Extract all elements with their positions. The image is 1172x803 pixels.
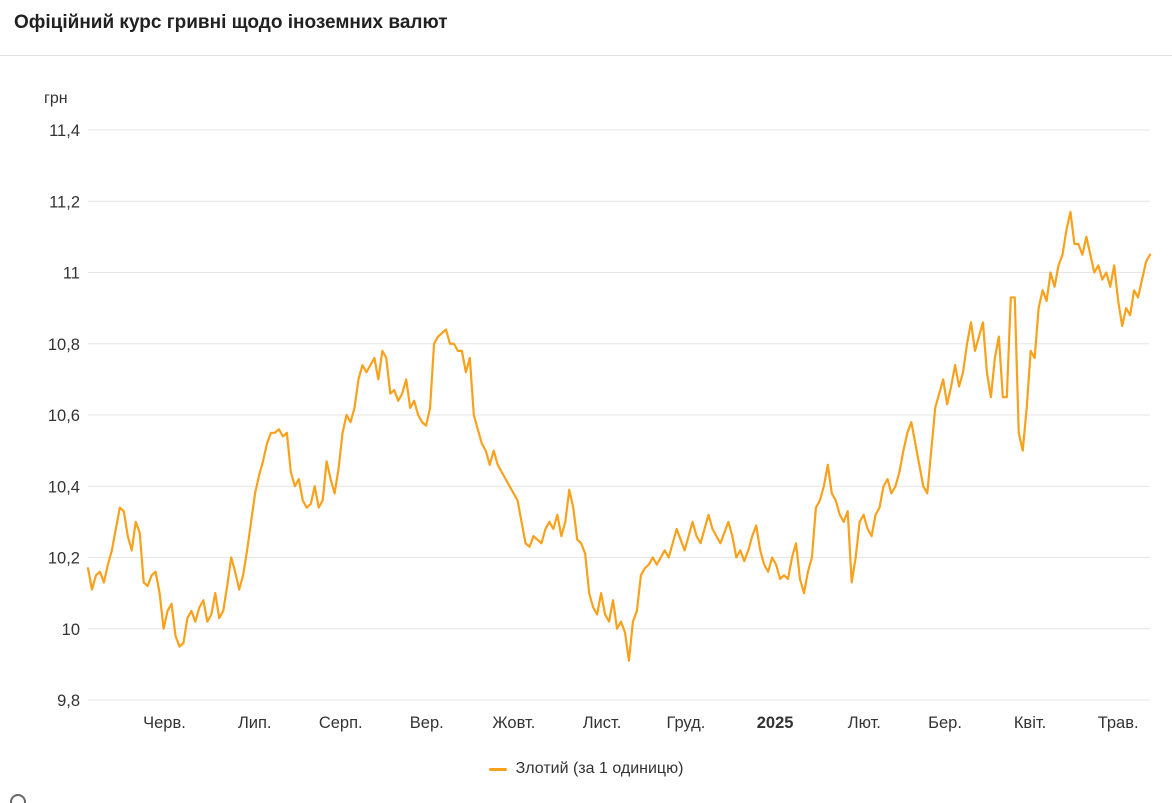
- x-tick-label: Груд.: [666, 714, 705, 732]
- y-tick-label: 11: [63, 265, 80, 283]
- partial-circle-icon: [10, 794, 26, 803]
- x-tick-label: Трав.: [1098, 714, 1139, 732]
- series-line-zloty: [86, 210, 1152, 662]
- y-tick-label: 10,4: [48, 478, 80, 496]
- x-tick-label: Вер.: [410, 714, 444, 732]
- y-tick-label: 11,4: [49, 122, 80, 140]
- title-divider: [0, 55, 1172, 56]
- chart-svg[interactable]: 9,8 10 10,2 10,4 10,6 10,8 11 11,2 11,4 Черв. Лип.…: [0, 100, 1172, 755]
- y-tick-label: 9,8: [57, 692, 80, 710]
- x-tick-label: Черв.: [143, 714, 186, 732]
- x-tick-label: 2025: [757, 714, 794, 732]
- y-tick-label: 10,2: [48, 550, 80, 568]
- x-tick-label: Лют.: [848, 714, 881, 732]
- y-tick-label: 11,2: [49, 193, 80, 211]
- x-tick-label: Бер.: [928, 714, 962, 732]
- y-tick-label: 10,8: [48, 336, 80, 354]
- chart-legend: Злотий (за 1 одиницю): [0, 760, 1172, 778]
- legend-label: Злотий (за 1 одиницю): [515, 760, 684, 777]
- y-tick-label: 10,6: [48, 407, 80, 425]
- legend-item-zloty[interactable]: Злотий (за 1 одиницю): [488, 760, 684, 778]
- x-tick-label: Серп.: [319, 714, 363, 732]
- y-tick-label: 10: [62, 621, 80, 639]
- legend-line-swatch: [488, 767, 507, 771]
- x-tick-label: Лип.: [238, 714, 272, 732]
- page-title: Офіційний курс гривні щодо іноземних вал…: [14, 12, 448, 33]
- x-tick-label: Лист.: [583, 714, 622, 732]
- x-tick-label: Жовт.: [492, 714, 535, 732]
- x-tick-label: Квіт.: [1014, 714, 1046, 732]
- y-axis-unit-label: грн: [44, 90, 68, 107]
